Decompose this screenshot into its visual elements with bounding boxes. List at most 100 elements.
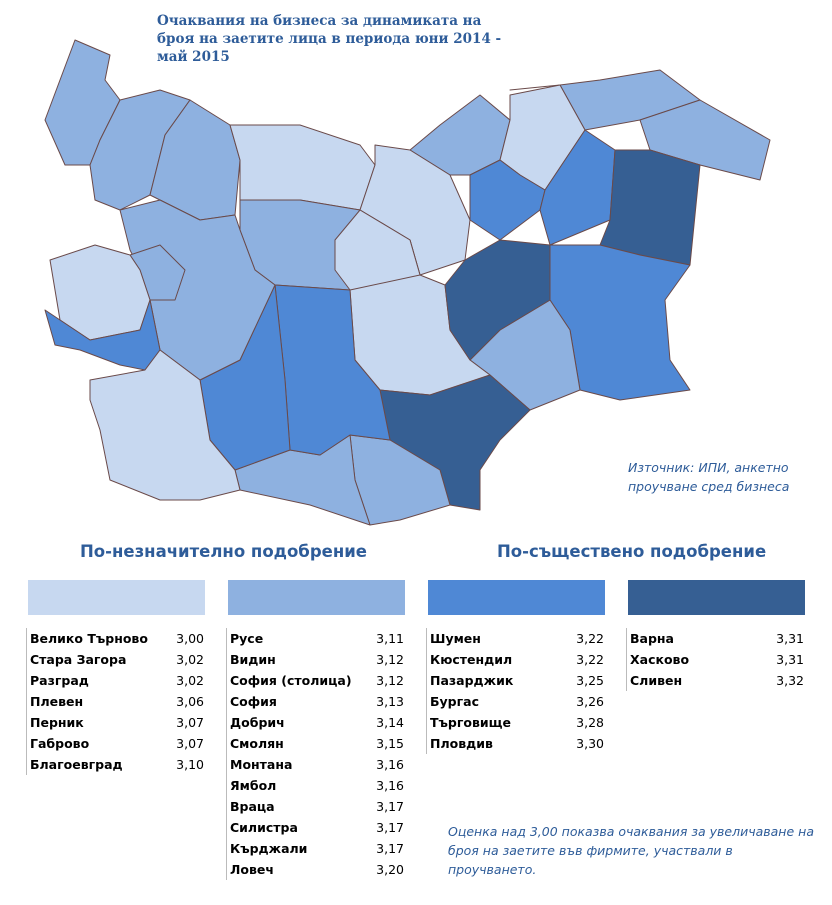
legend-row: Габрово 3,07 bbox=[27, 733, 207, 754]
region-name: Монтана bbox=[230, 757, 293, 772]
region bbox=[334, 209, 421, 291]
legend-row: Пазарджик 3,25 bbox=[427, 670, 607, 691]
region-value: 3,16 bbox=[376, 757, 404, 772]
legend-heading: По-съществено подобрение bbox=[497, 542, 767, 561]
region-value: 3,16 bbox=[376, 778, 404, 793]
region-value: 3,31 bbox=[776, 652, 804, 667]
legend-heading: По-незначително подобрение bbox=[80, 542, 367, 561]
region-name: Враца bbox=[230, 799, 275, 814]
legend-column: Варна 3,31 Хасково 3,31 Сливен 3,32 bbox=[626, 628, 807, 691]
region-value: 3,22 bbox=[576, 652, 604, 667]
region-name: София bbox=[230, 694, 277, 709]
legend-row: София 3,13 bbox=[227, 691, 407, 712]
title: Очаквания на бизнеса за динамиката на бр… bbox=[157, 13, 502, 65]
region-value: 3,28 bbox=[576, 715, 604, 730]
legend-column: Велико Търново 3,00 Стара Загора 3,02 Разгра… bbox=[26, 628, 207, 775]
legend-row: Видин 3,12 bbox=[227, 649, 407, 670]
region-name: Разград bbox=[30, 673, 89, 688]
map bbox=[44, 39, 771, 526]
region-value: 3,12 bbox=[376, 673, 404, 688]
legend-row: Силистра 3,17 bbox=[227, 817, 407, 838]
legend-row: Шумен 3,22 bbox=[427, 628, 607, 649]
source: Източник: ИПИ, анкетно проучване сред би… bbox=[628, 460, 790, 494]
region-name: Ямбол bbox=[230, 778, 277, 793]
region-value: 3,32 bbox=[776, 673, 804, 688]
region-value: 3,17 bbox=[376, 841, 404, 856]
region-value: 3,31 bbox=[776, 631, 804, 646]
region-value: 3,00 bbox=[176, 631, 204, 646]
region-value: 3,07 bbox=[176, 736, 204, 751]
legend-row: Благоевград 3,10 bbox=[27, 754, 207, 775]
region-name: Варна bbox=[630, 631, 674, 646]
region-value: 3,25 bbox=[576, 673, 604, 688]
region-value: 3,02 bbox=[176, 673, 204, 688]
region-value: 3,13 bbox=[376, 694, 404, 709]
region-value: 3,06 bbox=[176, 694, 204, 709]
legend-row: Кърджали 3,17 bbox=[227, 838, 407, 859]
region-value: 3,30 bbox=[576, 736, 604, 751]
region-name: Габрово bbox=[30, 736, 90, 751]
legend-row: Варна 3,31 bbox=[627, 628, 807, 649]
legend-row: Търговище 3,28 bbox=[427, 712, 607, 733]
region-name: София (столица) bbox=[230, 673, 352, 688]
region-name: Кърджали bbox=[230, 841, 308, 856]
legend-swatch bbox=[428, 580, 605, 615]
region-value: 3,02 bbox=[176, 652, 204, 667]
legend-column: Русе 3,11 Видин 3,12 София (столица) 3,12 Софи… bbox=[226, 628, 407, 880]
legend-row: Враца 3,17 bbox=[227, 796, 407, 817]
note: Оценка над 3,00 показва очаквания за уве… bbox=[448, 824, 814, 877]
region-value: 3,17 bbox=[376, 799, 404, 814]
region bbox=[444, 239, 551, 361]
legend-row: Добрич 3,14 bbox=[227, 712, 407, 733]
legend-row: Перник 3,07 bbox=[27, 712, 207, 733]
region-value: 3,12 bbox=[376, 652, 404, 667]
region-name: Бургас bbox=[430, 694, 479, 709]
legend-row: Бургас 3,26 bbox=[427, 691, 607, 712]
legend-swatch bbox=[228, 580, 405, 615]
region-name: Кюстендил bbox=[430, 652, 513, 667]
legend-row: Русе 3,11 bbox=[227, 628, 407, 649]
region-value: 3,07 bbox=[176, 715, 204, 730]
region-name: Пловдив bbox=[430, 736, 493, 751]
region-name: Видин bbox=[230, 652, 276, 667]
region-name: Стара Загора bbox=[30, 652, 127, 667]
legend-row: Пловдив 3,30 bbox=[427, 733, 607, 754]
legend-row: Монтана 3,16 bbox=[227, 754, 407, 775]
legend-row: Разград 3,02 bbox=[27, 670, 207, 691]
region bbox=[359, 144, 471, 276]
region-name: Перник bbox=[30, 715, 84, 730]
region-value: 3,14 bbox=[376, 715, 404, 730]
region-name: Търговище bbox=[430, 715, 511, 730]
legend-row: Велико Търново 3,00 bbox=[27, 628, 207, 649]
legend-swatch bbox=[628, 580, 805, 615]
legend-row: Плевен 3,06 bbox=[27, 691, 207, 712]
legend-row: Смолян 3,15 bbox=[227, 733, 407, 754]
region-name: Русе bbox=[230, 631, 264, 646]
region-name: Смолян bbox=[230, 736, 284, 751]
region-name: Сливен bbox=[630, 673, 683, 688]
region-name: Хасково bbox=[630, 652, 690, 667]
legend-swatch bbox=[28, 580, 205, 615]
legend-row: Стара Загора 3,02 bbox=[27, 649, 207, 670]
region-name: Плевен bbox=[30, 694, 84, 709]
legend-row: Ловеч 3,20 bbox=[227, 859, 407, 880]
region-name: Ловеч bbox=[230, 862, 274, 877]
region-name: Шумен bbox=[430, 631, 481, 646]
legend-column: Шумен 3,22 Кюстендил 3,22 Пазарджик 3,25 Бурга… bbox=[426, 628, 607, 754]
region bbox=[599, 149, 701, 266]
region-name: Велико Търново bbox=[30, 631, 148, 646]
legend-row: Кюстендил 3,22 bbox=[427, 649, 607, 670]
region-value: 3,26 bbox=[576, 694, 604, 709]
region-value: 3,22 bbox=[576, 631, 604, 646]
region-value: 3,10 bbox=[176, 757, 204, 772]
region-value: 3,20 bbox=[376, 862, 404, 877]
region-name: Силистра bbox=[230, 820, 298, 835]
region-value: 3,11 bbox=[376, 631, 404, 646]
region-value: 3,15 bbox=[376, 736, 404, 751]
region-value: 3,17 bbox=[376, 820, 404, 835]
region-name: Благоевград bbox=[30, 757, 123, 772]
region-name: Добрич bbox=[230, 715, 285, 730]
region-name: Пазарджик bbox=[430, 673, 514, 688]
region bbox=[89, 349, 241, 501]
